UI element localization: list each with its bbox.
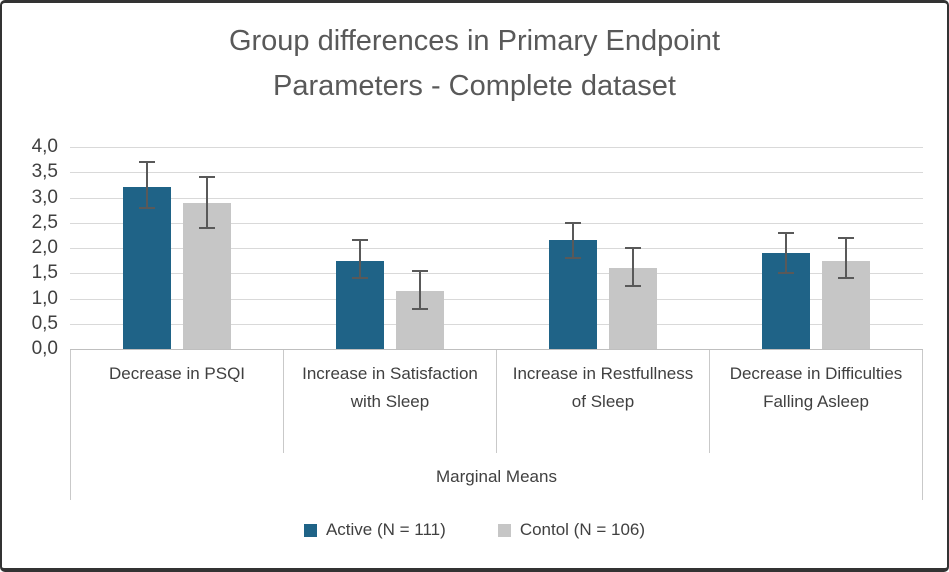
error-bar-cap-bottom xyxy=(411,307,428,310)
error-bar-cap-top xyxy=(565,221,582,224)
error-bar-cap-top xyxy=(838,236,855,239)
y-axis-tick-label: 0,5 xyxy=(31,313,58,334)
category-label: Decrease in PSQI xyxy=(108,364,246,383)
gridline xyxy=(70,198,923,199)
y-axis-tick-label: 2,0 xyxy=(31,237,58,258)
error-bar-cap-bottom xyxy=(198,226,215,229)
legend-label-active: Active (N = 111) xyxy=(325,520,446,539)
x-axis-title: Marginal Means xyxy=(436,466,557,486)
error-bar-cap-top xyxy=(778,231,795,234)
category-cell: Decrease in PSQI xyxy=(71,350,284,453)
chart-title-text: Group differences in Primary Endpoint Pa… xyxy=(228,25,721,102)
error-bar-line xyxy=(785,232,788,274)
error-bar-line xyxy=(572,222,575,259)
category-label: Increase in Restfullness of Sleep xyxy=(512,364,694,411)
error-bar-cap-bottom xyxy=(351,277,368,280)
error-bar-cap-bottom xyxy=(625,284,642,287)
gridline xyxy=(70,324,923,325)
category-cell: Increase in Satisfaction with Sleep xyxy=(284,350,497,453)
error-bar-cap-top xyxy=(625,247,642,249)
gridline xyxy=(70,273,923,274)
x-axis-title-box: Marginal Means xyxy=(70,453,923,500)
legend-swatch-active xyxy=(303,523,317,537)
category-label: Decrease in Difficulties Falling Asleep xyxy=(729,364,903,411)
plot-area: 0,0 0,5 1,0 1,5 2,0 2,5 3,0 3,5 4,0 xyxy=(2,3,947,568)
gridline xyxy=(70,147,923,148)
y-axis-tick-label: 0,0 xyxy=(31,338,58,359)
gridline xyxy=(70,248,923,249)
error-bar-cap-top xyxy=(411,269,428,272)
legend: Active (N = 111) Contol (N = 106) xyxy=(2,513,947,547)
legend-item-control: Contol (N = 106) xyxy=(497,520,646,540)
error-bar-line xyxy=(358,240,361,279)
y-axis-tick-label: 1,0 xyxy=(31,288,58,309)
gridline xyxy=(70,349,923,350)
error-bar-cap-bottom xyxy=(565,257,582,260)
y-axis-tick-label: 1,5 xyxy=(31,262,58,283)
y-axis-tick-label: 3,0 xyxy=(31,187,58,208)
error-bar-cap-bottom xyxy=(778,272,795,275)
bar xyxy=(122,187,171,349)
error-bar-cap-bottom xyxy=(138,206,155,209)
category-cell: Decrease in Difficulties Falling Asleep xyxy=(710,350,922,453)
gridline xyxy=(70,299,923,300)
error-bar-line xyxy=(845,237,848,279)
error-bar-cap-bottom xyxy=(838,277,855,280)
error-bar-line xyxy=(145,162,148,208)
gridline xyxy=(70,172,923,173)
y-axis-tick-label: 3,5 xyxy=(31,161,58,182)
chart-title: Group differences in Primary Endpoint Pa… xyxy=(2,19,947,109)
category-cell: Increase in Restfullness of Sleep xyxy=(497,350,710,453)
y-axis-tick-label: 4,0 xyxy=(31,136,58,157)
error-bar-cap-top xyxy=(198,176,215,179)
error-bar-line xyxy=(205,177,208,228)
legend-label-control: Contol (N = 106) xyxy=(519,520,646,539)
error-bar-line xyxy=(632,248,635,286)
y-axis-tick-label: 2,5 xyxy=(31,212,58,233)
category-axis: Decrease in PSQI Increase in Satisfactio… xyxy=(70,350,923,453)
gridline xyxy=(70,223,923,224)
error-bar-cap-top xyxy=(138,161,155,164)
error-bar-cap-top xyxy=(351,239,368,242)
legend-item-active: Active (N = 111) xyxy=(303,520,446,540)
category-label: Increase in Satisfaction with Sleep xyxy=(302,364,478,411)
legend-swatch-control xyxy=(497,523,511,537)
error-bar-line xyxy=(418,270,421,309)
